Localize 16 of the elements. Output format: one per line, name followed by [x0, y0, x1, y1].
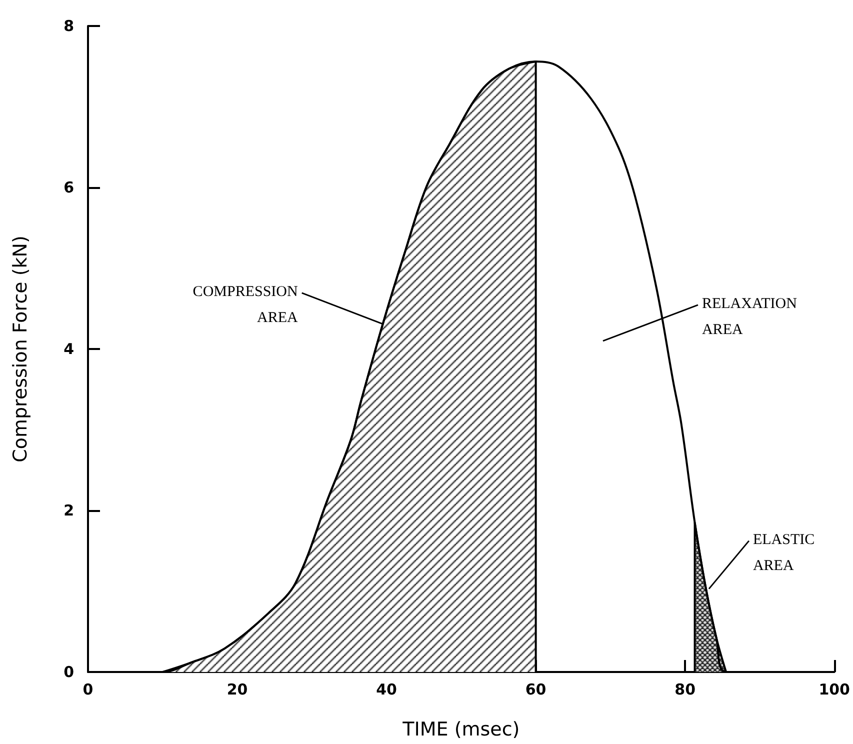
- y-tick-label: 4: [64, 340, 74, 358]
- x-tick-label: 0: [82, 680, 94, 698]
- y-tick-label: 6: [64, 178, 74, 196]
- annotation: COMPRESSION AREA: [192, 284, 298, 326]
- y-tick-label: 8: [64, 17, 74, 35]
- y-tick-label: 2: [64, 502, 74, 520]
- x-tick-label: 60: [525, 680, 546, 698]
- x-tick-label: 20: [226, 680, 248, 698]
- annotation: RELAXATION AREA: [702, 296, 798, 338]
- x-tick-label: 40: [376, 680, 397, 698]
- x-tick-label: 100: [818, 680, 850, 698]
- x-axis-title: TIME (msec): [402, 718, 520, 740]
- y-tick-label: 0: [64, 663, 74, 681]
- annotation: ELASTIC AREA: [752, 532, 815, 574]
- x-tick-label: 80: [674, 680, 696, 698]
- y-axis-title: Compression Force (kN): [10, 236, 32, 462]
